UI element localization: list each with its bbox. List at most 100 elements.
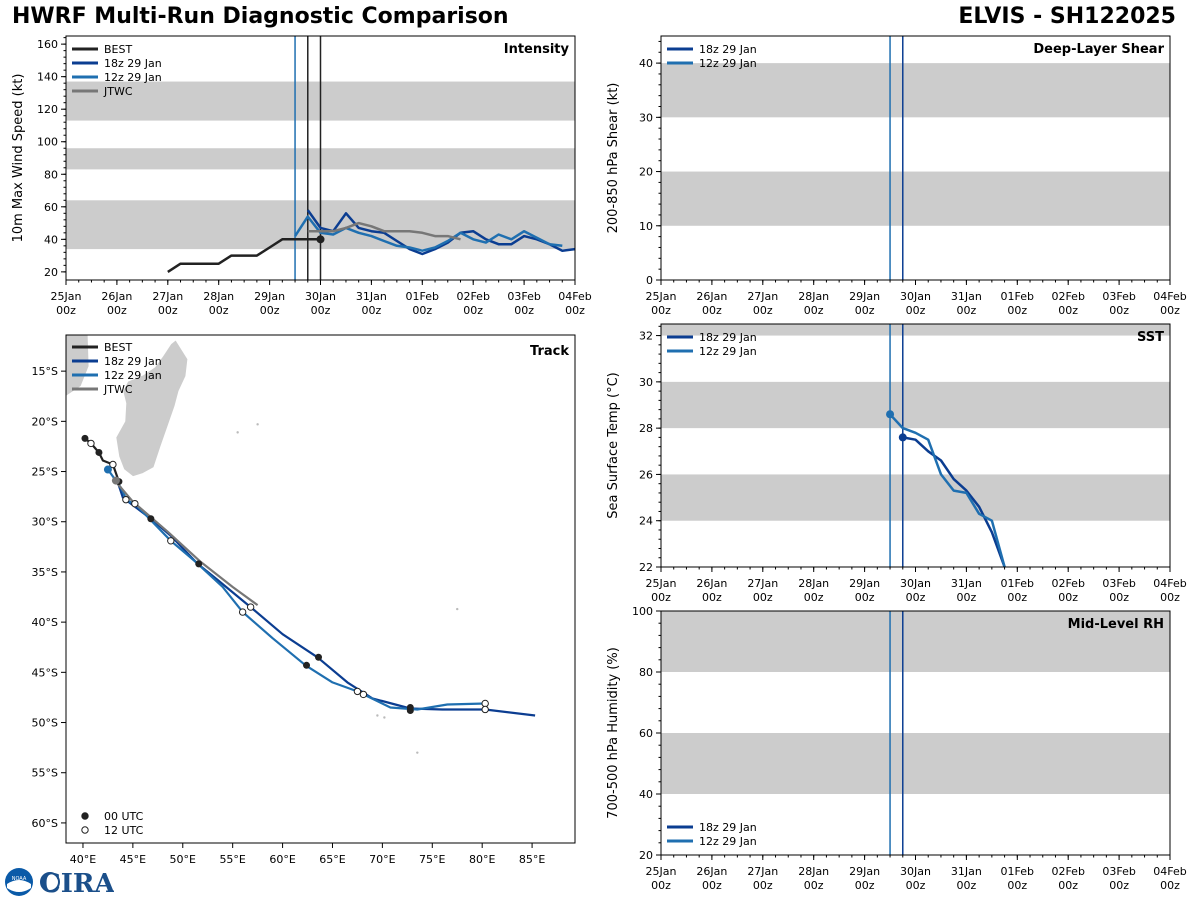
track-marker-12utc (122, 495, 130, 504)
track-ytick-label: 25°S (32, 466, 58, 479)
shear-xtick-label-hour: 00z (804, 304, 824, 317)
intensity-xtick-label-hour: 00z (514, 304, 534, 317)
legend-label-run18: 18z 29 Jan (699, 821, 757, 834)
track-marker-12utc (238, 608, 247, 616)
marker-legend-symbol-0 (81, 812, 89, 820)
intensity-series-run18 (306, 209, 575, 256)
shear-xtick-label-day: 29Jan (849, 290, 880, 303)
sst-xtick-label-day: 03Feb (1102, 577, 1135, 590)
track-ytick-label: 30°S (32, 516, 58, 529)
shear-xtick-label-day: 31Jan (951, 290, 982, 303)
sst-xtick-label-day: 28Jan (798, 577, 829, 590)
sst-marker-run12 (886, 410, 895, 419)
intensity-ytick-label: 40 (44, 233, 58, 246)
legend-label-best: BEST (104, 43, 132, 56)
shear-ytick-label: 20 (639, 166, 653, 179)
track-xtick-label: 40°E (70, 853, 96, 866)
intensity-series-best (167, 238, 321, 273)
track-marker-12utc (359, 690, 368, 699)
sst-xtick-label-hour: 00z (804, 591, 824, 604)
shear-xtick-label-day: 28Jan (798, 290, 829, 303)
sst-xtick-label-day: 02Feb (1051, 577, 1084, 590)
legend-label-run12: 12z 29 Jan (699, 57, 757, 70)
shear-ytick-label: 40 (639, 57, 653, 70)
intensity-xtick-label-day: 02Feb (456, 290, 489, 303)
shear-xtick-label-hour: 00z (906, 304, 926, 317)
sst-xtick-label-hour: 00z (753, 591, 773, 604)
track-ytick-label: 15°S (32, 365, 58, 378)
sst-xtick-label-hour: 00z (855, 591, 875, 604)
track-marker-00utc (315, 653, 323, 661)
track-marker-00utc (195, 560, 203, 568)
cira-logo-text: CIRA (40, 869, 114, 898)
sst-panel-title: SST (1137, 330, 1164, 345)
track-xtick-label: 85°E (519, 853, 545, 866)
sst-plot-area (661, 324, 1170, 567)
shear-xtick-label-hour: 00z (1160, 304, 1180, 317)
sst-xtick-label-hour: 00z (702, 591, 722, 604)
sst-ytick-label: 26 (639, 468, 653, 481)
intensity-xtick-label-day: 31Jan (356, 290, 387, 303)
track-marker-00utc (81, 434, 89, 442)
sst-xtick-label-hour: 00z (651, 591, 671, 604)
track-marker-12utc (481, 699, 489, 708)
sst-xtick-label-hour: 00z (1007, 591, 1027, 604)
rh-xtick-label-hour: 00z (651, 879, 671, 892)
track-marker-12utc (109, 460, 117, 469)
rh-xtick-label-hour: 00z (1007, 879, 1027, 892)
rh-threshold-band (661, 611, 1170, 672)
sst-ytick-label: 32 (639, 330, 653, 343)
intensity-xtick-label-hour: 00z (412, 304, 432, 317)
intensity-xtick-label-hour: 00z (362, 304, 382, 317)
sst-xtick-label-hour: 00z (1109, 591, 1129, 604)
rh-xtick-label-day: 30Jan (900, 865, 931, 878)
rh-xtick-label-day: 28Jan (798, 865, 829, 878)
rh-ytick-label: 80 (639, 666, 653, 679)
rh-ytick-label: 60 (639, 727, 653, 740)
rh-xtick-label-day: 29Jan (849, 865, 880, 878)
rh-ytick-label: 100 (632, 605, 653, 618)
shear-xtick-label-hour: 00z (651, 304, 671, 317)
intensity-ylabel: 10m Max Wind Speed (kt) (11, 74, 26, 243)
rh-ytick-label: 20 (639, 849, 653, 862)
shear-xtick-label-day: 04Feb (1153, 290, 1186, 303)
rh-xtick-label-hour: 00z (957, 879, 977, 892)
rh-ytick-label: 40 (639, 788, 653, 801)
intensity-xtick-label-hour: 00z (158, 304, 178, 317)
rh-xtick-label-hour: 00z (804, 879, 824, 892)
sst-ylabel: Sea Surface Temp (°C) (606, 372, 621, 519)
intensity-marker-best (316, 235, 325, 244)
track-ytick-label: 45°S (32, 666, 58, 679)
sst-xtick-label-day: 04Feb (1153, 577, 1186, 590)
sst-threshold-band (661, 474, 1170, 521)
track-series-run12 (107, 468, 486, 711)
intensity-ytick-label: 60 (44, 201, 58, 214)
track-xtick-label: 80°E (469, 853, 495, 866)
track-xtick-label: 75°E (419, 853, 445, 866)
rh-xtick-label-day: 27Jan (747, 865, 778, 878)
rh-xtick-label-hour: 00z (702, 879, 722, 892)
track-ytick-label: 50°S (32, 717, 58, 730)
legend-label-run12: 12z 29 Jan (699, 835, 757, 848)
intensity-xtick-label-day: 25Jan (51, 290, 82, 303)
sst-ytick-label: 28 (639, 422, 653, 435)
track-marker-12utc (481, 705, 489, 714)
legend-label-best: BEST (104, 341, 132, 354)
sst-series-run12 (889, 413, 1006, 567)
intensity-xtick-label-day: 29Jan (254, 290, 285, 303)
rh-xtick-label-hour: 00z (1109, 879, 1129, 892)
track-panel-title: Track (530, 344, 569, 359)
rh-xtick-label-hour: 00z (1058, 879, 1078, 892)
shear-xtick-label-hour: 00z (855, 304, 875, 317)
rh-xtick-label-day: 25Jan (646, 865, 677, 878)
sst-xtick-label-hour: 00z (957, 591, 977, 604)
intensity-xtick-label-hour: 00z (56, 304, 76, 317)
track-marker-12utc (353, 687, 362, 696)
track-marker-00utc (95, 448, 103, 456)
shear-xtick-label-day: 02Feb (1051, 290, 1084, 303)
sst-ytick-label: 24 (639, 515, 653, 528)
island-landmass (236, 431, 239, 434)
